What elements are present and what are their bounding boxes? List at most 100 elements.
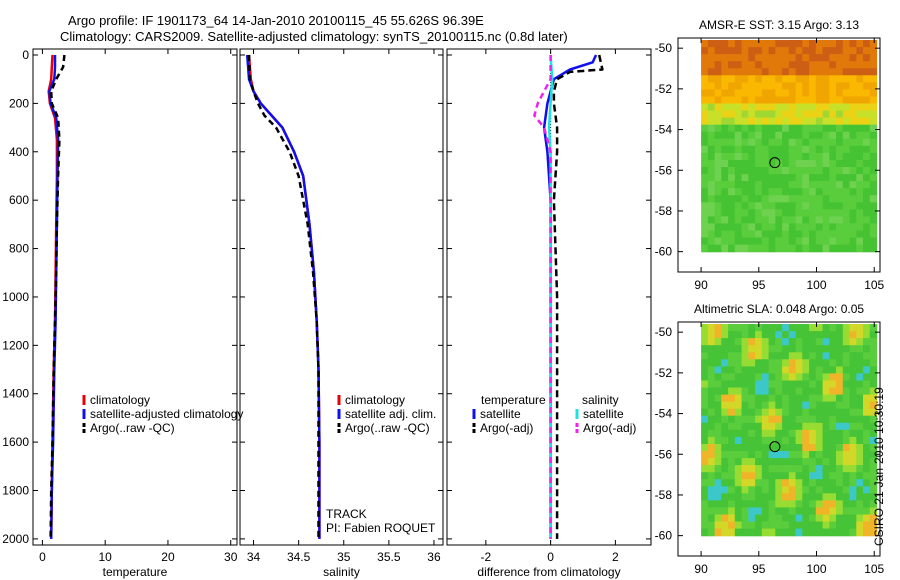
- map-cell: [714, 167, 722, 175]
- map-cell: [755, 338, 763, 346]
- map-cell: [701, 40, 709, 48]
- x-tick-label: 100: [806, 278, 826, 292]
- x-tick-label: 95: [752, 278, 766, 292]
- map-cell: [863, 507, 871, 516]
- map-cell: [721, 415, 729, 424]
- map-cell: [707, 174, 716, 182]
- map-cell: [741, 401, 749, 410]
- map-cell: [836, 145, 844, 154]
- map-cell: [869, 244, 878, 253]
- map-cell: [856, 436, 864, 445]
- map-cell: [755, 366, 763, 375]
- map-cell: [707, 528, 716, 537]
- map-cell: [795, 394, 803, 403]
- y-tick-label: 200: [9, 96, 29, 110]
- map-cell: [714, 366, 722, 375]
- map-cell: [815, 486, 824, 494]
- map-cell: [836, 352, 844, 360]
- map-cell: [795, 75, 803, 83]
- map-cell: [809, 230, 817, 239]
- map-cell: [829, 223, 837, 232]
- map-cell: [822, 352, 830, 360]
- map-cell: [782, 89, 790, 98]
- map-cell: [836, 202, 844, 210]
- map-cell: [809, 167, 817, 175]
- map-cell: [849, 352, 857, 360]
- map-cell: [822, 237, 830, 246]
- map-cell: [802, 479, 810, 487]
- map-cell: [701, 174, 709, 182]
- map-cell: [768, 237, 776, 246]
- map-cell: [795, 209, 803, 217]
- map-cell: [701, 209, 709, 217]
- map-cell: [842, 514, 851, 523]
- map-cell: [842, 188, 851, 196]
- map-cell: [728, 145, 736, 154]
- map-cell: [748, 202, 756, 210]
- map-cell: [748, 75, 756, 83]
- map-cell: [809, 54, 817, 62]
- temperature-legend-entry: satellite-adjusted climatology: [90, 407, 243, 421]
- map-cell: [869, 444, 878, 452]
- map-cell: [856, 352, 864, 360]
- map-cell: [728, 408, 736, 417]
- map-cell: [734, 451, 743, 459]
- map-cell: [734, 202, 743, 210]
- salinity-legend-entry: satellite adj. clim.: [345, 407, 436, 421]
- map-cell: [788, 429, 797, 438]
- map-cell: [755, 380, 763, 389]
- map-cell: [755, 479, 763, 487]
- map-cell: [707, 47, 716, 55]
- map-cell: [802, 131, 810, 140]
- map-cell: [795, 331, 803, 339]
- map-cell: [734, 145, 743, 154]
- map-cell: [802, 230, 810, 239]
- map-cell: [795, 500, 803, 509]
- series-line-temperature-satellite: [542, 54, 598, 539]
- map-cell: [802, 408, 810, 417]
- map-cell: [761, 174, 770, 182]
- map-cell: [701, 472, 709, 480]
- map-cell: [728, 75, 736, 83]
- map-cell: [734, 500, 743, 509]
- map-cell: [815, 61, 824, 69]
- map-cell: [822, 244, 830, 253]
- map-cell: [822, 110, 830, 119]
- map-cell: [775, 237, 783, 246]
- map-cell: [863, 195, 871, 203]
- map-cell: [721, 401, 729, 410]
- map-cell: [829, 331, 837, 339]
- map-cell: [728, 40, 736, 48]
- map-cell: [741, 479, 749, 487]
- map-cell: [782, 345, 790, 353]
- map-cell: [829, 500, 837, 509]
- map-cell: [863, 458, 871, 466]
- map-cell: [714, 244, 722, 253]
- map-cell: [768, 493, 776, 501]
- map-cell: [863, 209, 871, 217]
- map-cell: [849, 324, 857, 332]
- map-cell: [775, 429, 783, 438]
- map-cell: [775, 408, 783, 417]
- map-cell: [849, 89, 857, 98]
- map-cell: [775, 223, 783, 232]
- map-cell: [734, 230, 743, 239]
- map-cell: [809, 82, 817, 91]
- map-cell: [761, 117, 770, 126]
- map-cell: [842, 507, 851, 516]
- map-cell: [842, 89, 851, 98]
- map-cell: [782, 373, 790, 382]
- map-cell: [829, 436, 837, 445]
- map-cell: [836, 458, 844, 466]
- map-cell: [809, 479, 817, 487]
- map-cell: [755, 181, 763, 189]
- map-cell: [842, 160, 851, 168]
- map-cell: [788, 209, 797, 217]
- map-cell: [802, 324, 810, 332]
- map-cell: [795, 237, 803, 246]
- map-cell: [755, 202, 763, 210]
- map-cell: [728, 479, 736, 487]
- map-cell: [863, 237, 871, 246]
- map-cell: [856, 54, 864, 62]
